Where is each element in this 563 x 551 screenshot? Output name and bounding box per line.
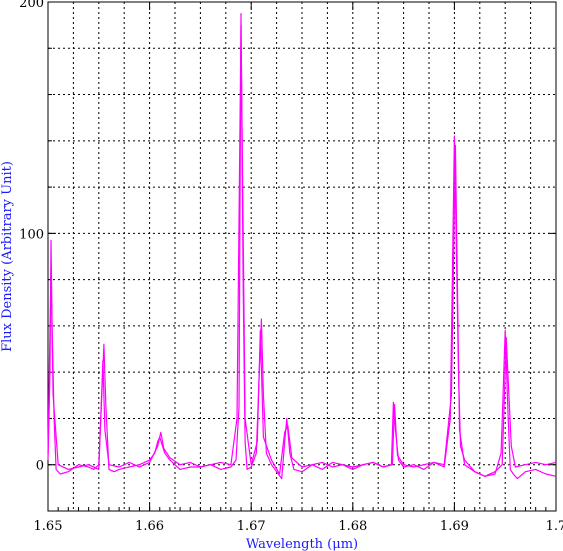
- y-tick-label: 100: [19, 227, 44, 242]
- x-tick-label: 1.7: [546, 519, 563, 534]
- tick-labels: 1.65 1.66 1.67 1.68 1.69 1.7 0 100 200: [19, 0, 563, 534]
- grid-lines: [48, 2, 556, 511]
- x-axis-label: Wavelength (μm): [246, 537, 358, 551]
- y-tick-label: 0: [36, 459, 44, 474]
- x-tick-label: 1.65: [34, 519, 63, 534]
- data-series: [47, 13, 557, 480]
- x-tick-label: 1.66: [135, 519, 164, 534]
- y-tick-label: 200: [19, 0, 44, 11]
- spectrum-series-line: [47, 24, 557, 477]
- axis-ticks: [47, 1, 557, 512]
- x-tick-label: 1.67: [237, 519, 266, 534]
- y-axis-label: Flux Density (Arbitrary Unit): [0, 161, 15, 352]
- x-tick-label: 1.69: [440, 519, 469, 534]
- x-tick-label: 1.68: [338, 519, 367, 534]
